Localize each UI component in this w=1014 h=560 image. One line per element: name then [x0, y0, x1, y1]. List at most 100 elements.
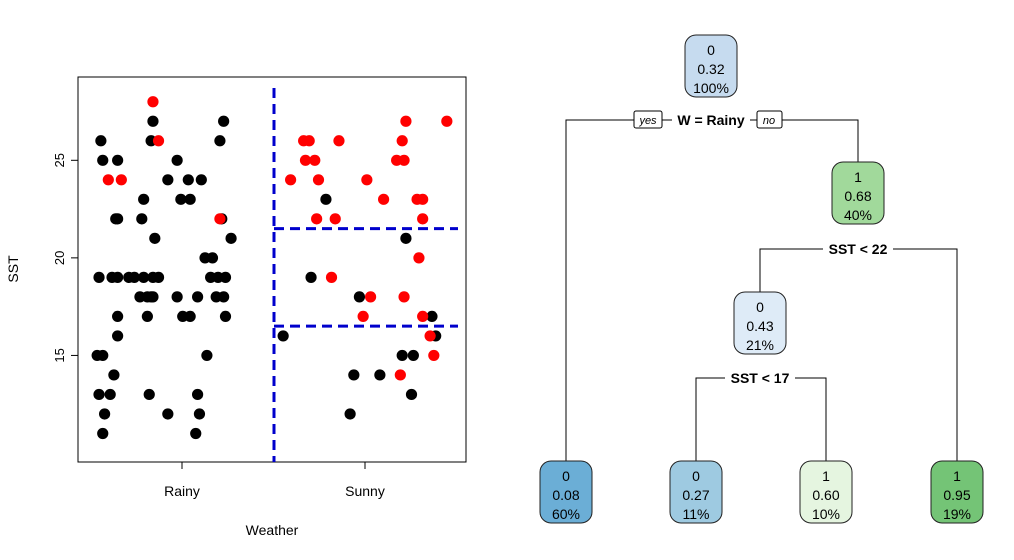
node-box: [539, 460, 593, 524]
data-point-class-1: [364, 291, 377, 303]
node-pct: 60%: [552, 506, 580, 522]
data-point-class-0: [192, 291, 204, 303]
data-point-class-1: [417, 310, 429, 323]
node-box: [831, 161, 885, 225]
data-point-class-0: [184, 193, 196, 205]
data-point-class-0: [407, 349, 419, 362]
data-point-class-0: [193, 408, 206, 420]
data-point-class-0: [201, 349, 213, 362]
data-point-class-0: [171, 154, 183, 166]
data-point-class-1: [398, 154, 410, 166]
data-point-class-1: [152, 135, 165, 147]
node-pct: 10%: [812, 506, 840, 522]
points-layer: [91, 96, 453, 440]
x-axis: Rainy Sunny: [164, 462, 385, 499]
data-point-class-1: [325, 271, 338, 283]
tree-edge: [565, 119, 859, 461]
data-point-class-1: [329, 213, 341, 225]
data-point-class-1: [115, 174, 127, 186]
data-point-class-1: [312, 174, 325, 186]
x-tick-label: Sunny: [345, 483, 385, 499]
split-label-right: SST < 22: [829, 241, 888, 257]
data-point-class-0: [162, 174, 174, 186]
data-point-class-0: [138, 193, 150, 205]
node-pct: 40%: [844, 207, 872, 223]
data-point-class-1: [417, 193, 429, 205]
yes-box: [633, 110, 663, 129]
data-point-class-1: [147, 96, 159, 108]
data-point-class-0: [138, 271, 150, 283]
data-point-class-0: [93, 388, 105, 401]
split-label-root: W = Rainy: [677, 112, 745, 128]
node-prob: 0.68: [844, 188, 871, 204]
data-point-class-1: [396, 135, 408, 147]
data-point-class-0: [128, 271, 140, 283]
data-point-class-0: [184, 310, 196, 323]
data-point-class-0: [149, 232, 161, 244]
data-point-class-1: [378, 193, 390, 205]
data-point-class-0: [192, 388, 204, 401]
tree-node-leaf4: 1 0.95 19%: [930, 460, 984, 524]
data-point-class-0: [348, 369, 360, 381]
data-point-class-1: [102, 174, 114, 186]
data-point-class-0: [95, 135, 107, 147]
data-point-class-0: [190, 427, 202, 440]
data-point-class-0: [97, 349, 109, 362]
node-box: [930, 460, 984, 524]
data-point-class-0: [112, 154, 124, 166]
data-point-class-0: [112, 330, 124, 342]
node-prob: 0.43: [746, 318, 773, 334]
data-point-class-0: [219, 310, 232, 323]
node-class: 0: [707, 42, 715, 58]
data-point-class-1: [361, 174, 373, 186]
tree-nodes: 00.32100%10.6840%00.4321%00.0860%00.2711…: [539, 34, 984, 524]
data-point-class-0: [112, 310, 124, 323]
node-box: [669, 460, 723, 524]
data-point-class-0: [218, 115, 230, 127]
data-point-class-0: [99, 408, 111, 420]
data-point-class-0: [152, 271, 165, 283]
node-box: [684, 34, 738, 98]
tree-panel: 00.32100%10.6840%00.4321%00.0860%00.2711…: [539, 34, 984, 524]
node-pct: 100%: [693, 80, 729, 96]
split-label-mid: SST < 17: [731, 370, 790, 386]
tree-node-leaf2: 0 0.27 11%: [669, 460, 723, 524]
data-point-class-0: [214, 135, 226, 147]
y-tick-label: 15: [52, 348, 67, 362]
node-pct: 21%: [746, 337, 774, 353]
data-point-class-0: [171, 291, 183, 303]
tree-node-leaf1: 0 0.08 60%: [539, 460, 593, 524]
node-class: 0: [756, 299, 764, 315]
data-point-class-1: [441, 115, 453, 127]
data-point-class-1: [311, 213, 323, 225]
tree-node-right: 1 0.68 40%: [831, 161, 885, 225]
data-point-class-0: [320, 193, 332, 205]
data-point-class-0: [426, 310, 438, 323]
data-point-class-1: [299, 154, 312, 166]
data-point-class-0: [136, 213, 148, 225]
data-point-class-0: [141, 310, 153, 323]
no-label: no: [763, 115, 775, 127]
data-point-class-0: [195, 174, 207, 186]
no-box: [756, 110, 783, 129]
data-point-class-1: [413, 252, 425, 264]
split-label-bg: [672, 111, 750, 129]
data-point-class-1: [417, 213, 429, 225]
data-point-class-0: [147, 291, 159, 303]
tree-edge: [695, 377, 827, 461]
data-point-class-1: [400, 115, 412, 127]
data-point-class-0: [225, 232, 237, 244]
data-point-class-0: [104, 388, 116, 401]
data-point-class-0: [405, 388, 418, 401]
tree-edge: [759, 248, 958, 461]
data-point-class-0: [219, 271, 232, 283]
data-point-class-0: [93, 271, 105, 283]
data-point-class-1: [285, 174, 297, 186]
node-prob: 0.27: [682, 487, 709, 503]
data-point-class-1: [357, 310, 369, 323]
data-point-class-0: [112, 213, 124, 225]
data-point-class-0: [344, 408, 356, 420]
data-point-class-0: [97, 427, 109, 440]
tree-split-labels: W = Rainy yes no SST < 22 SST < 17: [633, 110, 893, 387]
